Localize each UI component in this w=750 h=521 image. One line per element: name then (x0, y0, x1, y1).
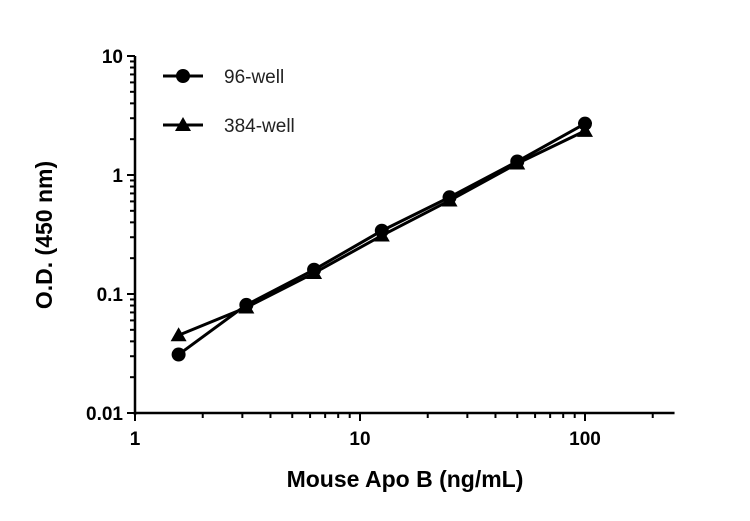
legend-label: 96-well (224, 67, 284, 88)
data-point-circle (442, 190, 457, 205)
x-axis-label: Mouse Apo B (ng/mL) (287, 466, 524, 492)
legend: 96-well 384-well (163, 67, 295, 137)
data-point-circle (578, 116, 592, 131)
legend-marker-triangle (175, 117, 191, 131)
series-96-well (171, 116, 592, 362)
y-tick-label: 1 (112, 166, 123, 187)
x-tick-label: 100 (569, 429, 601, 450)
legend-item: 96-well (163, 67, 284, 88)
x-tick-label: 10 (349, 429, 370, 450)
legend-marker-circle (176, 69, 190, 83)
data-point-circle (239, 297, 254, 312)
data-point-circle (510, 154, 525, 169)
legend-item: 384-well (163, 116, 295, 137)
data-point-circle (307, 262, 322, 277)
y-tick-label: 0.1 (97, 285, 124, 306)
axes: 1 10 100 0.01 0.1 1 10 (86, 47, 675, 450)
x-tick-label: 1 (130, 429, 141, 450)
y-tick-label: 10 (102, 47, 123, 68)
series-layer (170, 116, 593, 362)
y-tick-label: 0.01 (86, 404, 123, 425)
data-point-circle (374, 223, 389, 238)
legend-label: 384-well (224, 116, 295, 137)
y-axis-label: O.D. (450 nm) (31, 161, 57, 309)
data-point-circle (171, 347, 186, 362)
data-point-triangle (170, 327, 187, 342)
